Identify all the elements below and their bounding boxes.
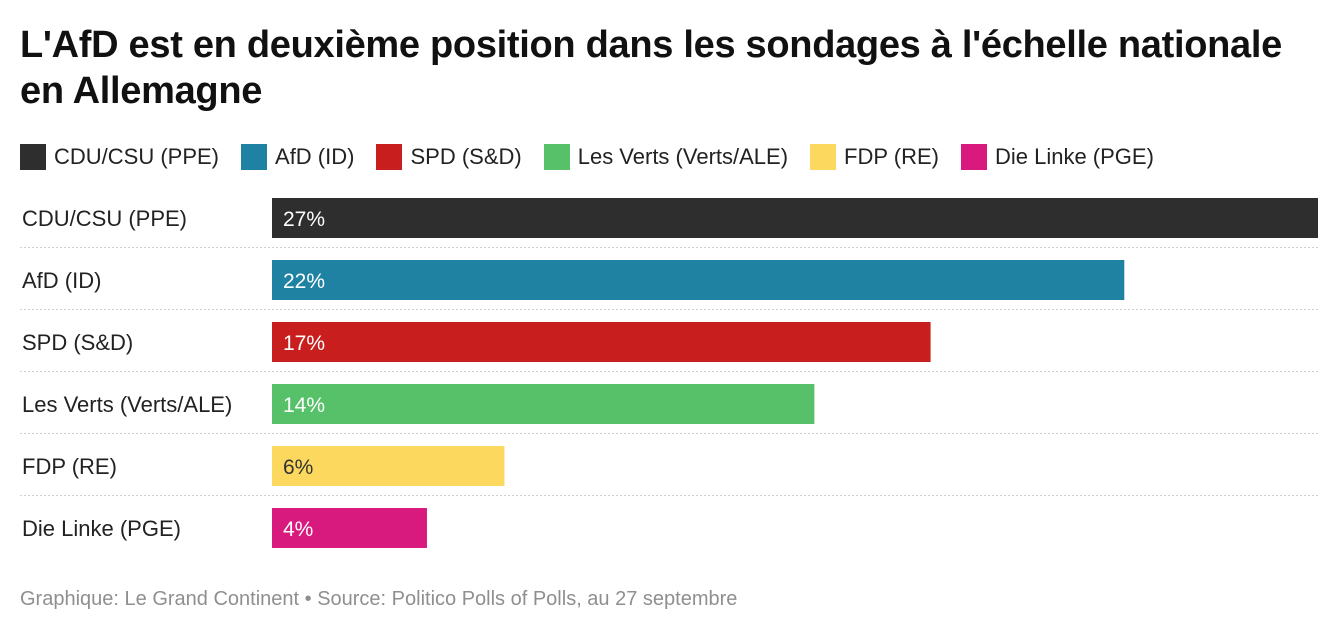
legend-item: CDU/CSU (PPE) bbox=[20, 144, 219, 170]
category-label: CDU/CSU (PPE) bbox=[22, 206, 187, 231]
legend-label: SPD (S&D) bbox=[410, 144, 522, 169]
bar-value-label: 14% bbox=[283, 394, 325, 417]
category-label: AfD (ID) bbox=[22, 268, 101, 293]
chart-source-note: Graphique: Le Grand Continent • Source: … bbox=[20, 588, 738, 610]
category-label: SPD (S&D) bbox=[22, 330, 133, 355]
bar bbox=[272, 260, 1125, 300]
legend-label: Die Linke (PGE) bbox=[994, 144, 1154, 169]
bar bbox=[272, 384, 815, 424]
bar-value-label: 6% bbox=[283, 456, 313, 479]
bar-value-label: 17% bbox=[283, 332, 325, 355]
legend-label: AfD (ID) bbox=[275, 144, 355, 169]
legend-label: CDU/CSU (PPE) bbox=[54, 144, 220, 169]
legend-label: FDP (RE) bbox=[844, 144, 939, 169]
legend-swatch bbox=[960, 144, 987, 170]
legend-item: SPD (S&D) bbox=[376, 144, 522, 170]
legend-swatch bbox=[543, 144, 570, 170]
legend-swatch bbox=[241, 144, 268, 170]
bar-value-label: 4% bbox=[283, 518, 313, 541]
category-label: Die Linke (PGE) bbox=[22, 516, 181, 541]
category-label: Les Verts (Verts/ALE) bbox=[22, 392, 232, 417]
bar bbox=[272, 508, 427, 548]
legend-item: AfD (ID) bbox=[241, 144, 354, 170]
category-label: FDP (RE) bbox=[22, 454, 117, 479]
legend-item: Die Linke (PGE) bbox=[960, 144, 1154, 170]
bar-chart: CDU/CSU (PPE) 27% AfD (ID) 22% SPD (S&D) 17% L… bbox=[20, 198, 1318, 548]
legend-label: Les Verts (Verts/ALE) bbox=[577, 144, 789, 169]
bar bbox=[272, 322, 931, 362]
bar bbox=[272, 198, 1318, 238]
legend-swatch bbox=[810, 144, 837, 170]
chart-legend: CDU/CSU (PPE) AfD (ID) SPD (S&D) Les Verts … bbox=[20, 142, 1176, 172]
chart-title: L'AfD est en deuxième position dans les … bbox=[20, 24, 1282, 112]
bar-value-label: 22% bbox=[283, 270, 325, 293]
legend-item: FDP (RE) bbox=[810, 144, 939, 170]
legend-swatch bbox=[376, 144, 403, 170]
legend-swatch bbox=[20, 144, 46, 170]
bar bbox=[272, 446, 505, 486]
legend-item: Les Verts (Verts/ALE) bbox=[543, 144, 789, 170]
bar-value-label: 27% bbox=[283, 208, 325, 231]
